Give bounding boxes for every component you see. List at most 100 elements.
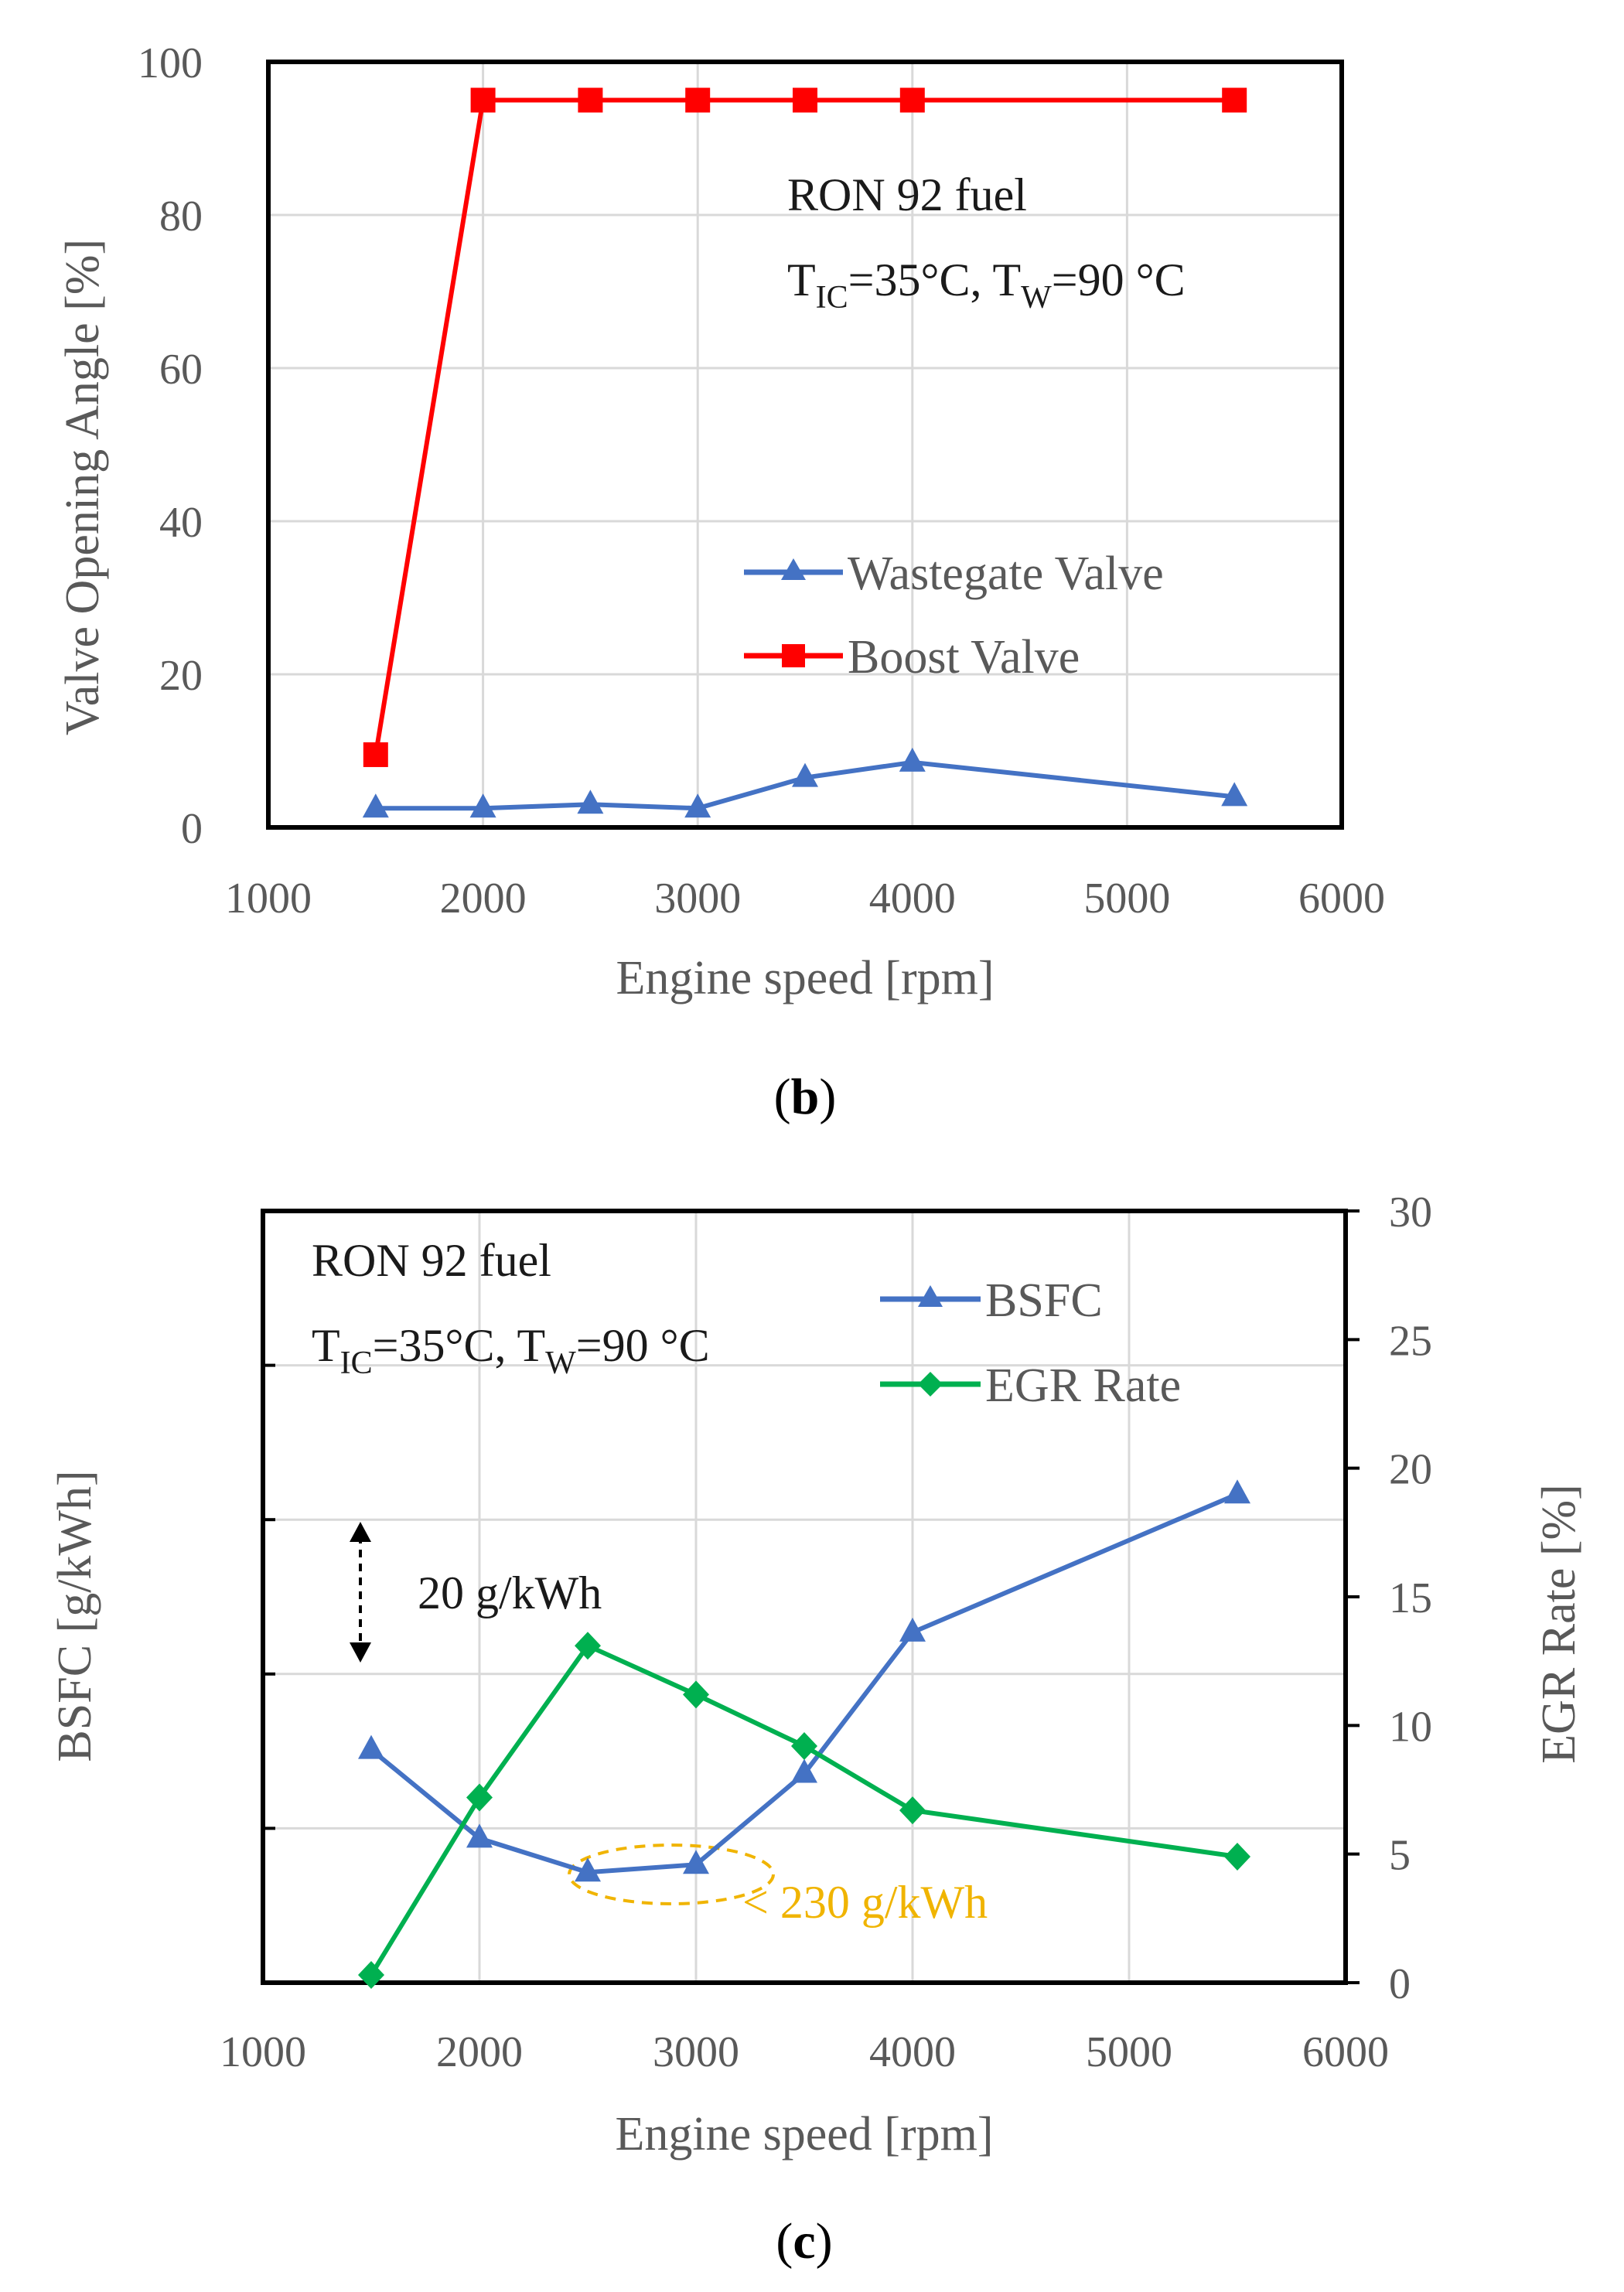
legend-bsfc-marker [918,1285,943,1307]
series-line [370,1492,1239,1875]
data-point [899,1617,926,1642]
data-point [466,1823,493,1848]
panel-b-annotation: RON 92 fuel TIC=35°C, TW=90 °C [787,169,1186,315]
panel-c-plot-frame [261,1209,1348,1985]
data-point [363,742,388,767]
panel-b-y-tick-label: 100 [138,39,203,87]
panel-c-x-tick-label: 6000 [1302,2028,1389,2076]
data-point [466,1783,493,1812]
panel-c-x-tick-label: 4000 [869,2028,956,2076]
data-point [575,1857,601,1882]
data-point [470,87,496,113]
minimum-bsfc-highlight-ellipse [568,1843,775,1905]
panel-b-x-tick-label: 4000 [869,875,956,923]
data-point [792,762,818,787]
data-point [575,1632,601,1660]
data-point [899,1796,926,1825]
panel-b-chart: 1000 2000 3000 4000 5000 6000 0 20 40 60 80 100 En… [56,39,1385,1125]
scale-bar-down-arrowhead [350,1642,371,1663]
data-point [791,1758,817,1783]
series-egr-rate [358,1632,1250,1990]
panel-c-y-axis-label: BSFC [g/kWh] [49,1470,101,1762]
panel-b-x-tick-label: 3000 [654,875,741,923]
legend-egr-label: EGR Rate [985,1359,1181,1412]
data-point [358,1961,384,1990]
data-point [683,1850,709,1874]
panel-b-y-axis-label: Valve Opening Angle [%] [56,239,109,735]
panel-b-x-tick-label: 6000 [1298,875,1385,923]
data-point [899,87,925,113]
panel-c-x-tick-label: 2000 [436,2028,523,2076]
data-point [685,87,711,113]
series-bsfc [358,1479,1250,1882]
panel-c-right-tick-label: 15 [1389,1574,1432,1622]
scale-bar-up-arrowhead [350,1522,371,1542]
panel-b-plot-frame [266,60,1344,830]
panel-c-fuel-label: RON 92 fuel [312,1235,551,1286]
panel-b-x-tick-label: 1000 [225,875,312,923]
series-wastegate-valve [362,747,1248,818]
panel-c-chart: 1000 2000 3000 4000 5000 6000 0 5 10 15 20 25 30 En… [49,1189,1585,2270]
panel-b-y-tick-label: 80 [159,193,203,240]
panel-b-y-tick-label: 60 [159,346,203,394]
data-point [1222,87,1247,113]
panel-c-legend: BSFC EGR Rate [880,1274,1181,1412]
panel-b-series [362,87,1248,818]
panel-b-x-tick-label: 2000 [440,875,527,923]
legend-wastegate-label: Wastegate Valve [848,547,1164,600]
panel-c-right-tick-label: 20 [1389,1446,1432,1494]
data-point [577,790,604,814]
panel-b-x-axis-label: Engine speed [rpm] [616,952,995,1004]
panel-c-x-tick-label: 1000 [220,2028,306,2076]
panel-b-temperature-label: TIC=35°C, TW=90 °C [787,254,1186,315]
data-point [793,87,817,113]
legend-boost-marker [782,644,805,667]
panel-b-caption: (b) [774,1069,837,1125]
panel-c-right-tick-label: 10 [1389,1703,1432,1751]
panel-b-legend: Wastegate Valve Boost Valve [744,547,1164,684]
panel-c-right-tick-label: 5 [1389,1832,1411,1880]
data-point [1221,782,1248,807]
panel-c-scale-bar: 20 g/kWh [350,1522,602,1663]
panel-b-fuel-label: RON 92 fuel [787,169,1027,220]
data-point [683,1680,709,1709]
panel-c-series [358,1479,1250,1990]
panel-c-caption: (c) [776,2213,832,2270]
data-point [684,793,711,818]
data-point [578,87,603,113]
data-point [791,1731,817,1760]
panel-c-annotation: RON 92 fuel TIC=35°C, TW=90 °C [312,1235,710,1381]
panel-b-y-tick-label: 20 [159,652,203,700]
data-point [362,793,389,818]
data-point [469,793,496,818]
panel-c-right-tick-label: 25 [1389,1317,1432,1365]
scale-bar-label: 20 g/kWh [418,1567,602,1618]
data-point [1224,1479,1250,1504]
panel-c-right-tick-label: 30 [1389,1189,1432,1236]
panel-b-y-tick-label: 40 [159,499,203,547]
panel-c-right-tick-labels: 0 5 10 15 20 25 30 [1389,1189,1432,2008]
panel-c-x-tick-label: 3000 [653,2028,739,2076]
data-point [899,747,926,772]
panel-b-y-tick-labels: 0 20 40 60 80 100 [138,39,203,853]
panel-c-x-tick-labels: 1000 2000 3000 4000 5000 6000 [220,2028,1389,2076]
panel-b-gridlines [268,62,1342,827]
panel-c-x-tick-label: 5000 [1086,2028,1172,2076]
legend-wastegate-marker [781,558,806,580]
series-boost-valve [363,87,1247,767]
minimum-bsfc-note: < 230 g/kWh [742,1877,988,1928]
panel-b-x-tick-labels: 1000 2000 3000 4000 5000 6000 [225,875,1385,923]
panel-c-right-tick-label: 0 [1389,1960,1411,2008]
panel-b-y-tick-label: 0 [181,805,203,853]
panel-c-y2-axis-label: EGR Rate [%] [1533,1484,1585,1764]
data-point [1224,1842,1250,1871]
panel-c-x-axis-label: Engine speed [rpm] [616,2108,994,2161]
legend-boost-label: Boost Valve [848,631,1080,684]
legend-egr-marker [918,1372,943,1397]
legend-bsfc-label: BSFC [985,1274,1103,1327]
panel-c-temperature-label: TIC=35°C, TW=90 °C [312,1320,710,1381]
data-point [358,1734,384,1759]
panel-b-x-tick-label: 5000 [1083,875,1170,923]
panel-c-gridlines [263,1209,1360,1984]
